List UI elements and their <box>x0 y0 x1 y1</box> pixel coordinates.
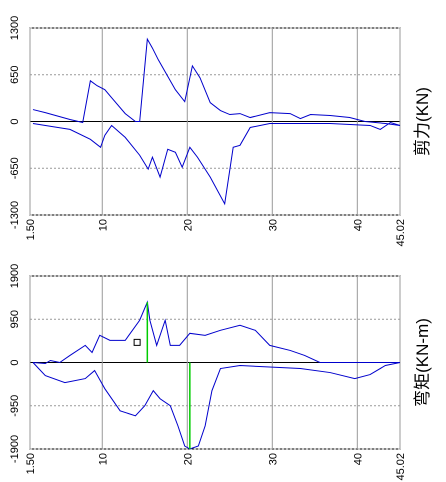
series-line <box>32 37 401 126</box>
x-tick-label: 45.02 <box>395 219 407 247</box>
y-tick-label: 950 <box>9 310 21 328</box>
chart-title: 剪力(KN) <box>413 87 432 156</box>
x-tick-label: 1.50 <box>25 453 37 474</box>
y-tick-label: -650 <box>9 157 21 179</box>
y-tick-label: 0 <box>9 118 21 124</box>
x-tick-label: 10 <box>97 219 109 231</box>
x-tick-label: 40 <box>352 453 364 465</box>
x-tick-label: 30 <box>267 453 279 465</box>
y-tick-label: 0 <box>9 359 21 365</box>
series-line <box>32 300 400 365</box>
y-tick-label: -1300 <box>9 201 21 229</box>
x-tick-label: 30 <box>267 219 279 231</box>
y-tick-label: -950 <box>9 395 21 417</box>
y-tick-label: 650 <box>9 66 21 84</box>
x-tick-label: 40 <box>352 219 364 231</box>
cursor <box>133 338 141 346</box>
x-tick-label: 10 <box>97 453 109 465</box>
series-line <box>32 362 401 450</box>
x-tick-label: 20 <box>182 219 194 231</box>
x-tick-label: 45.02 <box>395 453 407 481</box>
series-line <box>32 121 401 206</box>
x-tick-label: 20 <box>182 453 194 465</box>
y-tick-label: 1300 <box>9 16 21 40</box>
y-tick-label: 1900 <box>9 264 21 288</box>
x-tick-label: 1.50 <box>25 219 37 240</box>
chart-title: 弯矩(KN-m) <box>413 318 432 407</box>
y-tick-label: -1900 <box>9 435 21 463</box>
